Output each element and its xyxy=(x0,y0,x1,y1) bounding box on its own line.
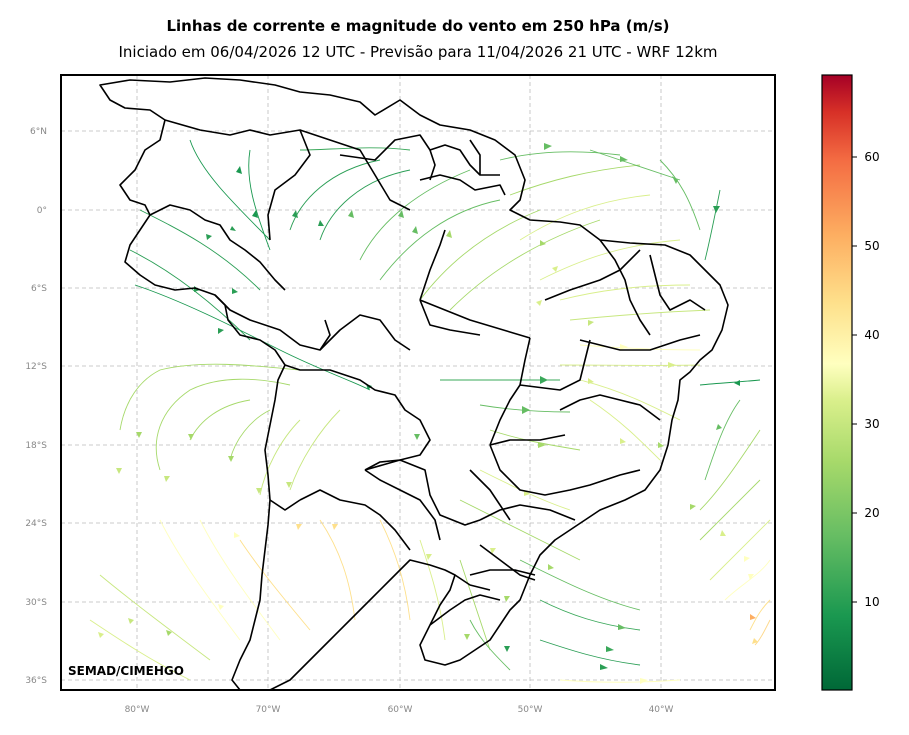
lon-label: 40°W xyxy=(649,705,674,715)
colorbar-tick: 10 xyxy=(864,595,879,609)
lat-label: 6°N xyxy=(30,127,47,137)
lon-label: 50°W xyxy=(518,705,543,715)
lat-label: 6°S xyxy=(31,284,47,294)
map-gridlines xyxy=(61,75,775,690)
longitude-labels: 80°W 70°W 60°W 50°W 40°W xyxy=(125,705,674,715)
lat-label: 30°S xyxy=(25,598,47,608)
colorbar-tick: 50 xyxy=(864,239,879,253)
lat-label: 12°S xyxy=(25,362,47,372)
colorbar-gradient xyxy=(821,74,853,691)
lon-label: 70°W xyxy=(256,705,281,715)
lat-label: 36°S xyxy=(25,676,47,686)
lat-label: 18°S xyxy=(25,441,47,451)
colorbar-tick: 20 xyxy=(864,506,879,520)
map-area xyxy=(61,75,775,690)
latitude-labels: 6°N 0° 6°S 12°S 18°S 24°S 30°S 36°S xyxy=(25,127,47,686)
colorbar-tick: 60 xyxy=(864,150,879,164)
map-subtitle: Iniciado em 06/04/2026 12 UTC - Previsão… xyxy=(118,43,718,61)
colorbar: 10 20 30 40 50 60 xyxy=(821,74,880,691)
credit-label: SEMAD/CIMEHGO xyxy=(68,664,184,678)
wind-streamlines xyxy=(89,139,771,683)
lat-label: 0° xyxy=(37,206,47,216)
lon-label: 60°W xyxy=(388,705,413,715)
country-borders xyxy=(99,77,729,690)
lat-label: 24°S xyxy=(25,519,47,529)
colorbar-tick: 40 xyxy=(864,328,879,342)
lon-label: 80°W xyxy=(125,705,150,715)
map-title: Linhas de corrente e magnitude do vento … xyxy=(166,17,670,35)
map-frame xyxy=(60,74,776,691)
colorbar-tick: 30 xyxy=(864,417,879,431)
